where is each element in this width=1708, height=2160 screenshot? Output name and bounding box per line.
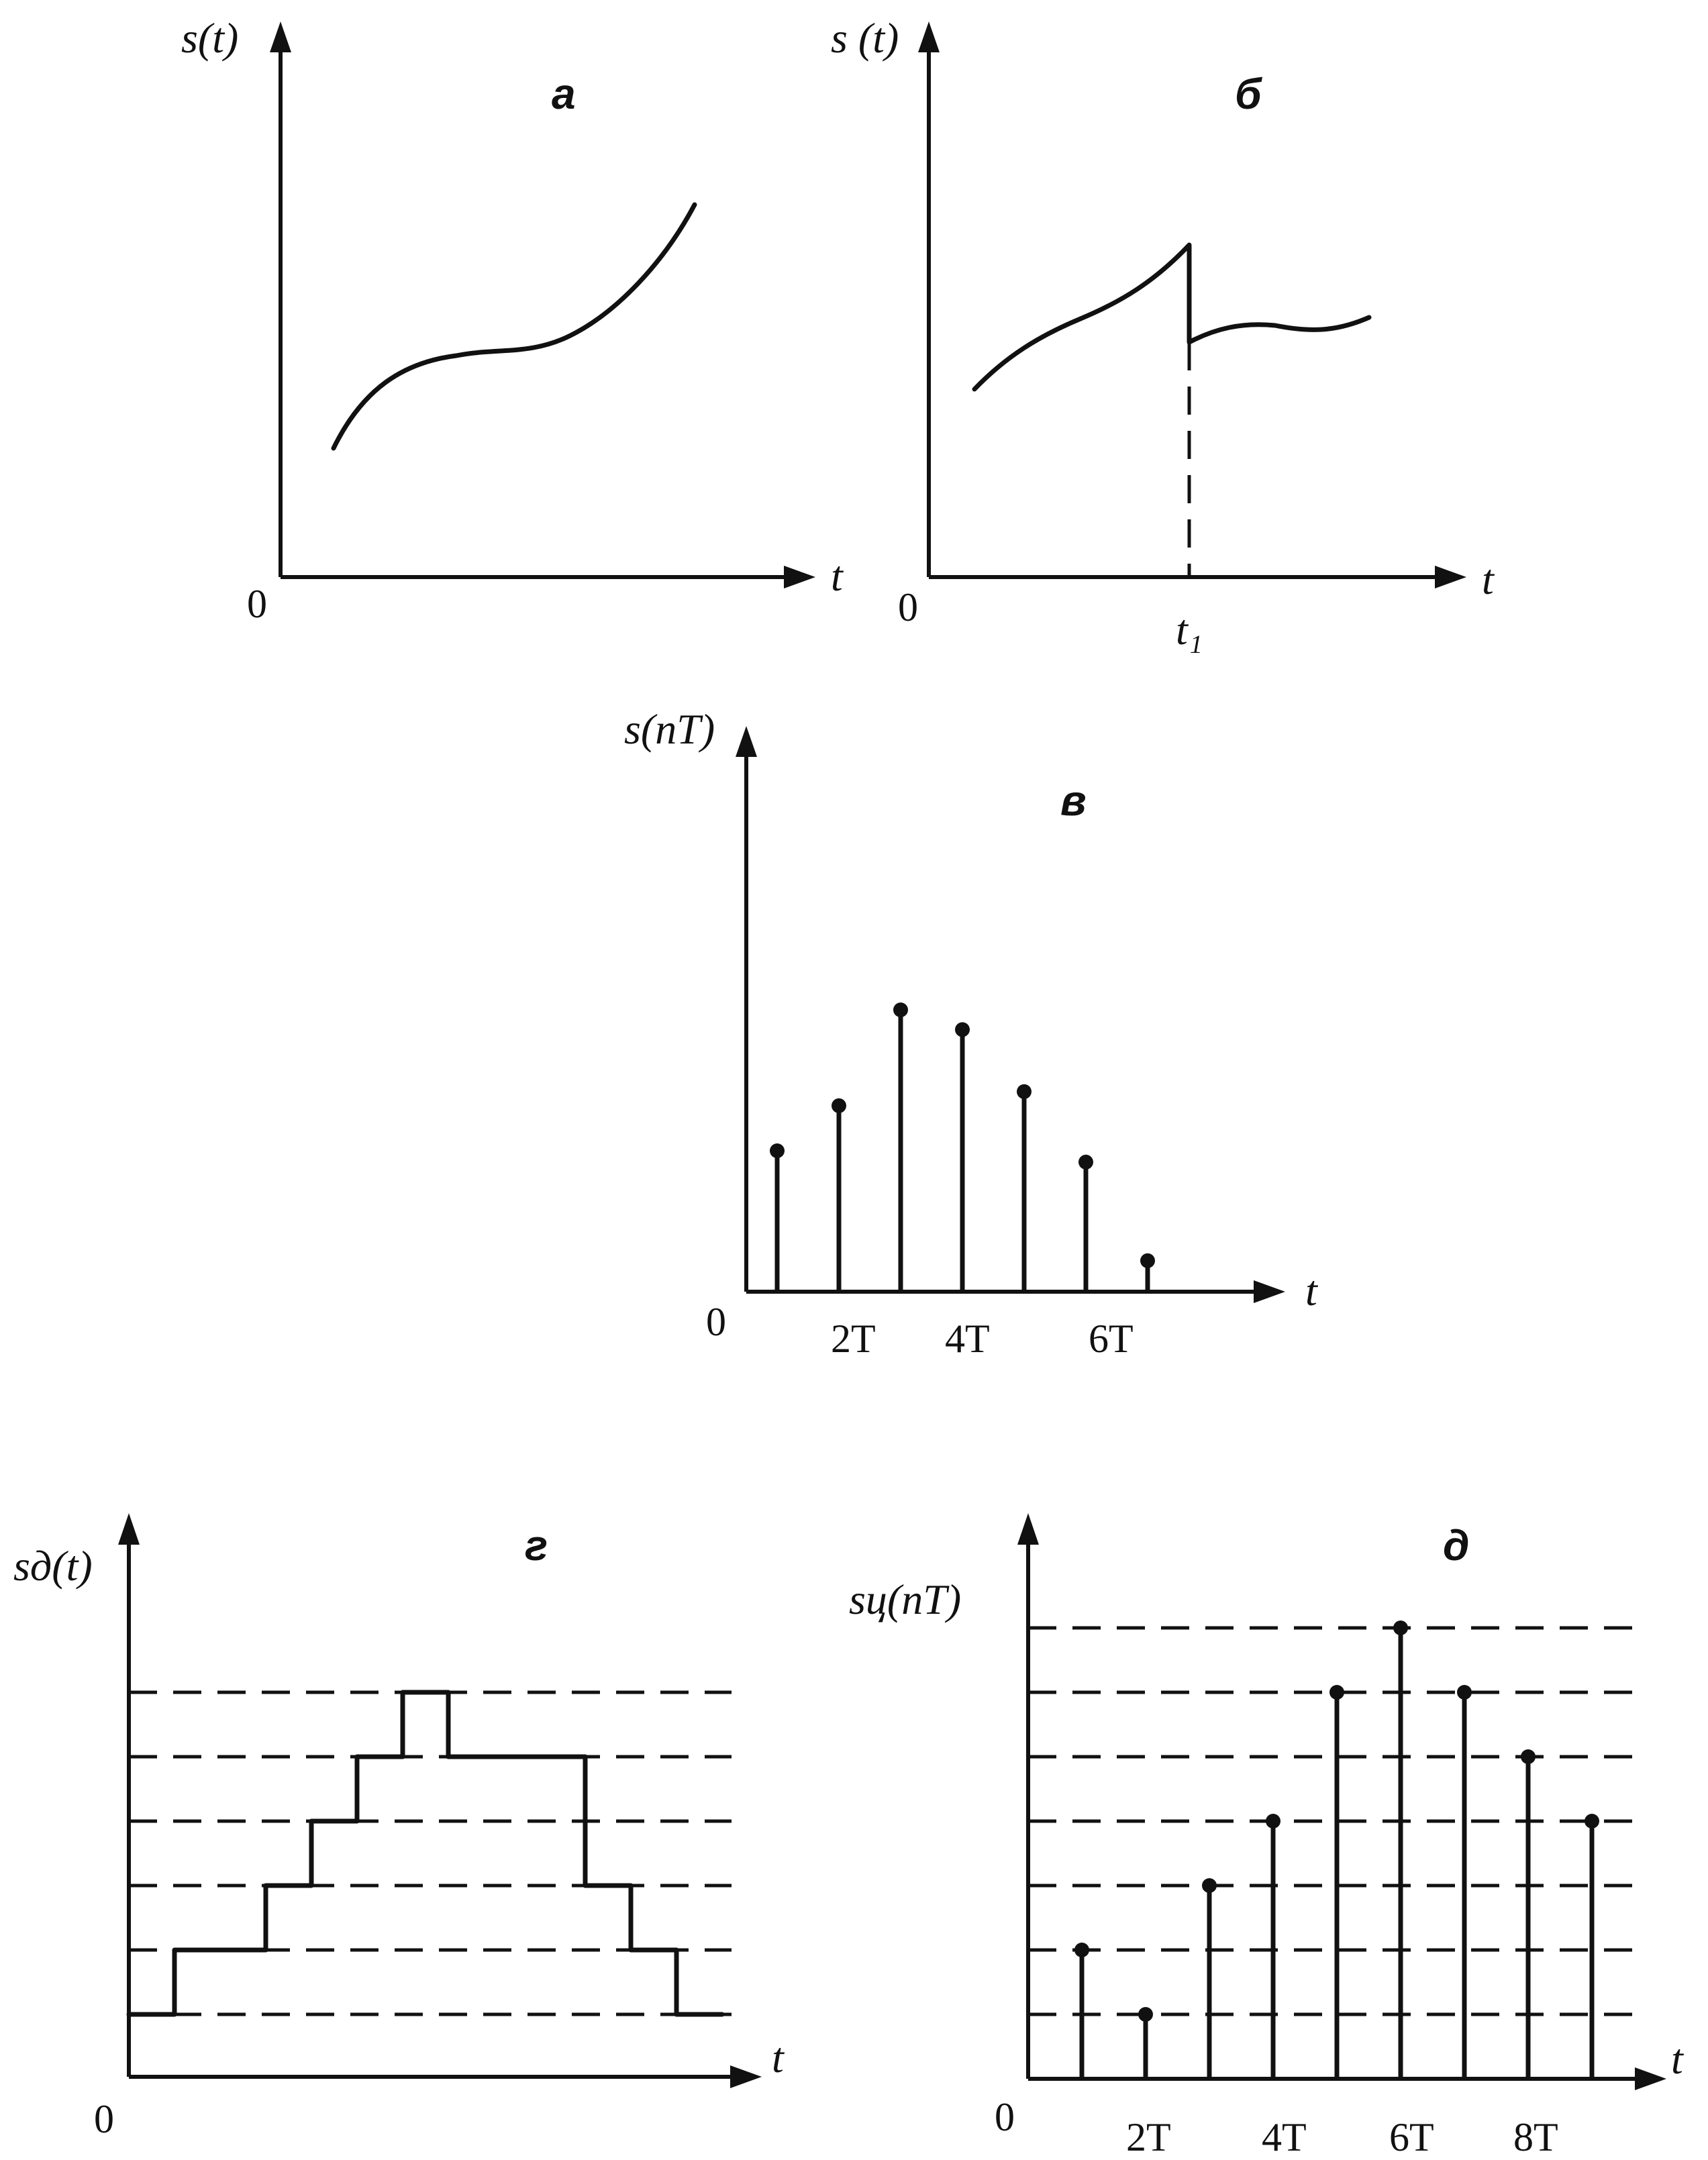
panel-a-y-arrow: [270, 21, 291, 52]
panel-b: s (t) t 0 t₁ б: [831, 14, 1495, 654]
panel-v-sample-point: [1078, 1154, 1093, 1170]
panel-d-origin: 0: [995, 2095, 1015, 2139]
panel-v-origin: 0: [706, 1300, 726, 1344]
panel-a-x-arrow: [784, 566, 815, 588]
panel-b-label: б: [1235, 70, 1263, 118]
panel-d-stems: [1074, 1621, 1599, 2079]
panel-d-sample-point: [1266, 1814, 1280, 1829]
panel-d-ylabel: sц(nT): [849, 1576, 961, 1623]
panel-a: s(t) t 0 а: [181, 14, 844, 626]
panel-v-sample-point: [955, 1022, 970, 1037]
panel-v-tick-2T: 2T: [831, 1317, 876, 1361]
panel-b-xlabel: t: [1482, 556, 1495, 603]
panel-g-x-arrow: [730, 2065, 762, 2088]
panel-g: sд(t) t 0 г: [13, 1513, 785, 2141]
panel-d-sample-point: [1585, 1814, 1599, 1829]
panel-v-tick-6T: 6T: [1089, 1317, 1134, 1361]
panel-b-ylabel: s (t): [831, 14, 899, 62]
panel-a-curve: [331, 202, 697, 451]
panel-d-sample-point: [1521, 1749, 1536, 1764]
panel-b-y-arrow: [918, 21, 940, 52]
panel-a-ylabel: s(t): [181, 14, 238, 62]
panel-v-xlabel: t: [1305, 1267, 1319, 1315]
panel-a-origin: 0: [247, 582, 267, 626]
panel-b-x-arrow: [1435, 566, 1466, 588]
panel-g-xlabel: t: [772, 2034, 785, 2081]
panel-d-sample-point: [1202, 1878, 1217, 1893]
panel-v-x-arrow: [1254, 1280, 1285, 1303]
panel-g-y-arrow: [118, 1513, 140, 1545]
panel-b-tick-t1: t₁: [1176, 606, 1203, 654]
panel-d-sample-point: [1457, 1685, 1472, 1700]
panel-d-label: д: [1443, 1521, 1470, 1570]
panel-g-origin: 0: [94, 2097, 114, 2141]
panel-d: sц(nT) t 0 2T 4T 6T 8T д: [849, 1513, 1685, 2159]
panel-b-curve: [972, 242, 1372, 392]
panel-g-levels: [129, 1690, 732, 2016]
panel-a-xlabel: t: [831, 552, 844, 600]
panel-v-label: в: [1060, 776, 1087, 825]
panel-v-y-arrow: [736, 726, 757, 757]
panel-d-tick-2T: 2T: [1126, 2115, 1171, 2159]
panel-v-ylabel: s(nT): [624, 705, 715, 753]
panel-d-xlabel: t: [1671, 2035, 1685, 2083]
panel-v-sample-point: [770, 1143, 785, 1158]
panel-d-tick-8T: 8T: [1513, 2115, 1558, 2159]
panel-d-sample-point: [1074, 1943, 1089, 1957]
panel-d-levels: [1028, 1626, 1638, 2016]
panel-v-sample-point: [832, 1098, 846, 1113]
panel-v-tick-4T: 4T: [945, 1317, 990, 1361]
panel-d-sample-point: [1329, 1685, 1344, 1700]
panel-v-sample-point: [1017, 1084, 1032, 1099]
panel-d-tick-4T: 4T: [1262, 2115, 1307, 2159]
panel-d-sample-point: [1393, 1621, 1408, 1635]
panel-v: s(nT) t 0 2T 4T 6T в: [624, 705, 1319, 1361]
panel-d-tick-6T: 6T: [1389, 2115, 1434, 2159]
panel-g-ylabel: sд(t): [13, 1542, 93, 1590]
panel-d-x-arrow: [1635, 2067, 1666, 2090]
panel-a-label: а: [552, 70, 576, 118]
panel-b-origin: 0: [898, 585, 918, 629]
panel-d-y-arrow: [1017, 1513, 1039, 1545]
panel-v-sample-point: [893, 1002, 908, 1017]
panel-d-sample-point: [1138, 2007, 1153, 2022]
panel-v-stems: [770, 1002, 1155, 1292]
panel-g-label: г: [525, 1521, 548, 1570]
panel-v-sample-point: [1140, 1253, 1155, 1268]
panel-g-step-curve: [126, 1690, 725, 2017]
